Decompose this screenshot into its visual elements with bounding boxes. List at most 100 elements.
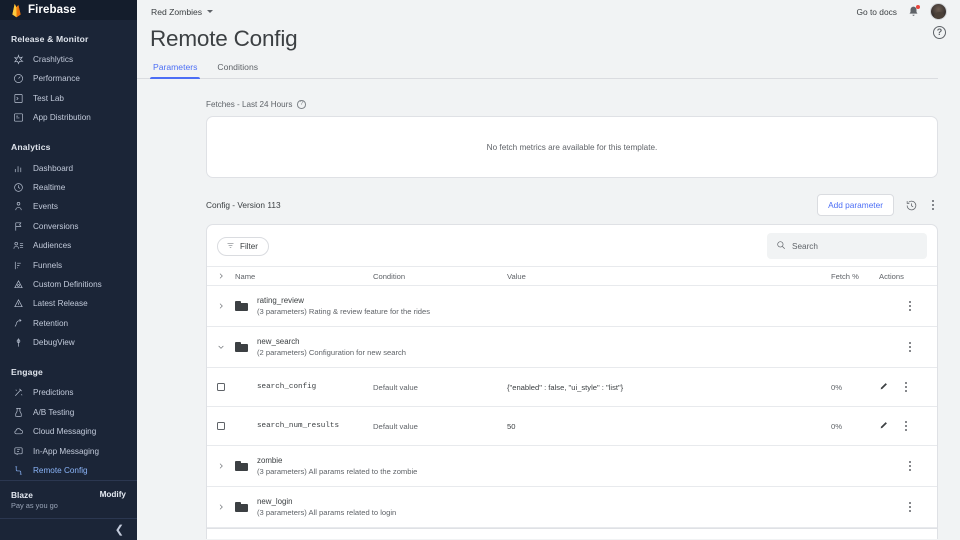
sidebar-item-events[interactable]: Events	[0, 197, 137, 216]
modify-plan-button[interactable]: Modify	[99, 490, 126, 500]
sidebar-item-remote-config[interactable]: Remote Config	[0, 461, 137, 480]
row-more-menu[interactable]	[905, 299, 915, 312]
row-checkbox[interactable]	[216, 421, 226, 431]
project-name: Red Zombies	[151, 6, 203, 17]
table-toolbar: Filter	[207, 225, 937, 266]
chevron-down-icon[interactable]	[207, 343, 235, 351]
add-parameter-button[interactable]: Add parameter	[817, 194, 894, 216]
row-actions	[879, 419, 937, 432]
column-header-fetch: Fetch %	[831, 271, 859, 281]
user-avatar[interactable]	[930, 3, 947, 20]
sidebar-item-funnels[interactable]: Funnels	[0, 255, 137, 274]
sidebar-item-label: Realtime	[33, 182, 66, 192]
folder-icon	[235, 461, 257, 471]
filter-button[interactable]: Filter	[217, 236, 269, 256]
sidebar-item-crashlytics[interactable]: Crashlytics	[0, 50, 137, 69]
group-name: new_login	[257, 496, 293, 506]
bell-icon[interactable]	[907, 5, 920, 18]
sidebar-item-label: Funnels	[33, 260, 63, 270]
page-title: Remote Config	[150, 26, 298, 51]
tab-parameters[interactable]: Parameters	[150, 58, 201, 79]
chevron-right-icon[interactable]	[207, 302, 235, 310]
history-clock-icon[interactable]	[904, 198, 918, 212]
sidebar-item-dashboard[interactable]: Dashboard	[0, 158, 137, 177]
sidebar-item-label: Test Lab	[33, 93, 64, 103]
sidebar-item-latest-release[interactable]: Latest Release	[0, 294, 137, 313]
parameter-condition: Default value	[373, 421, 418, 431]
config-more-menu[interactable]	[928, 198, 938, 211]
sidebar-item-conversions[interactable]: Conversions	[0, 217, 137, 236]
sidebar-item-test-lab[interactable]: Test Lab	[0, 89, 137, 108]
notification-badge	[916, 5, 920, 9]
debugview-icon	[13, 337, 24, 348]
column-header-condition: Condition	[373, 271, 406, 281]
plan-subtitle: Pay as you go	[11, 501, 58, 511]
pencil-icon[interactable]	[879, 381, 889, 393]
table-row[interactable]: zombie (3 parameters) All params related…	[207, 446, 937, 487]
row-actions	[879, 500, 937, 513]
filter-label: Filter	[240, 241, 258, 251]
fetch-metrics-empty-message: No fetch metrics are available for this …	[486, 142, 658, 152]
sidebar-item-retention[interactable]: Retention	[0, 313, 137, 332]
section-title-engage: Engage	[11, 367, 43, 378]
table-header-row: Name Condition Value Fetch % Actions	[207, 266, 937, 286]
sidebar-item-label: DebugView	[33, 338, 75, 348]
pencil-icon[interactable]	[879, 420, 889, 432]
sidebar-item-in-app-messaging[interactable]: In-App Messaging	[0, 441, 137, 460]
sidebar-item-label: Retention	[33, 318, 69, 328]
project-selector[interactable]: Red Zombies	[151, 6, 214, 17]
group-description: (3 parameters) All params related to the…	[257, 467, 418, 477]
table-row[interactable]: search_config Default value {"enabled" :…	[207, 368, 937, 407]
go-to-docs-link[interactable]: Go to docs	[856, 6, 897, 17]
sidebar-item-performance[interactable]: Performance	[0, 69, 137, 88]
expand-all-toggle[interactable]	[207, 272, 235, 280]
row-more-menu[interactable]	[905, 340, 915, 353]
search-box[interactable]	[767, 233, 927, 259]
content-area: Fetches - Last 24 Hours ? No fetch metri…	[137, 79, 960, 539]
table-row[interactable]: search_num_results Default value 50 0%	[207, 407, 937, 446]
tab-conditions[interactable]: Conditions	[217, 62, 259, 72]
group-name: zombie	[257, 455, 283, 465]
group-text: zombie (3 parameters) All params related…	[257, 448, 879, 485]
info-icon[interactable]: ?	[297, 100, 306, 109]
top-bar: Red Zombies Go to docs	[137, 0, 960, 23]
row-checkbox-cell	[207, 421, 235, 431]
row-more-menu[interactable]	[905, 500, 915, 513]
sidebar-item-label: Dashboard	[33, 163, 74, 173]
search-input[interactable]	[792, 241, 918, 251]
table-bottom-edge	[206, 529, 938, 539]
sidebar-item-custom-definitions[interactable]: Custom Definitions	[0, 275, 137, 294]
row-more-menu[interactable]	[901, 419, 911, 432]
help-icon[interactable]: ?	[933, 26, 946, 39]
in-app-messaging-icon	[13, 446, 24, 457]
row-more-menu[interactable]	[905, 459, 915, 472]
parameter-value: {"enabled" : false, "ui_style" : "list"}	[507, 382, 624, 392]
table-row[interactable]: new_search (2 parameters) Configuration …	[207, 327, 937, 368]
sidebar-item-label: In-App Messaging	[33, 446, 99, 456]
sidebar-item-label: Crashlytics	[33, 54, 74, 64]
chevron-right-icon[interactable]	[207, 503, 235, 511]
table-row[interactable]: new_login (3 parameters) All params rela…	[207, 487, 937, 528]
sidebar-item-app-distribution[interactable]: App Distribution	[0, 108, 137, 127]
fetch-metrics-title: Fetches - Last 24 Hours	[206, 100, 293, 109]
parameter-fetch-pct: 0%	[831, 421, 843, 431]
sidebar-item-debugview[interactable]: DebugView	[0, 333, 137, 352]
remote-config-icon	[13, 465, 24, 476]
sidebar-item-ab-testing[interactable]: A/B Testing	[0, 403, 137, 422]
sidebar-item-realtime[interactable]: Realtime	[0, 178, 137, 197]
sidebar-item-predictions[interactable]: Predictions	[0, 383, 137, 402]
retention-icon	[13, 318, 24, 329]
table-row[interactable]: rating_review (3 parameters) Rating & re…	[207, 286, 937, 327]
row-more-menu[interactable]	[901, 380, 911, 393]
performance-icon	[13, 73, 24, 84]
fetch-metrics-card: No fetch metrics are available for this …	[206, 116, 938, 178]
row-checkbox[interactable]	[216, 382, 226, 392]
sidebar-item-label: A/B Testing	[33, 407, 75, 417]
chevron-left-icon[interactable]: ❮	[114, 524, 124, 537]
chevron-right-icon[interactable]	[207, 462, 235, 470]
sidebar-item-audiences[interactable]: Audiences	[0, 236, 137, 255]
app-distribution-icon	[13, 112, 24, 123]
sidebar-item-cloud-messaging[interactable]: Cloud Messaging	[0, 422, 137, 441]
firebase-logo[interactable]: Firebase	[0, 0, 137, 20]
